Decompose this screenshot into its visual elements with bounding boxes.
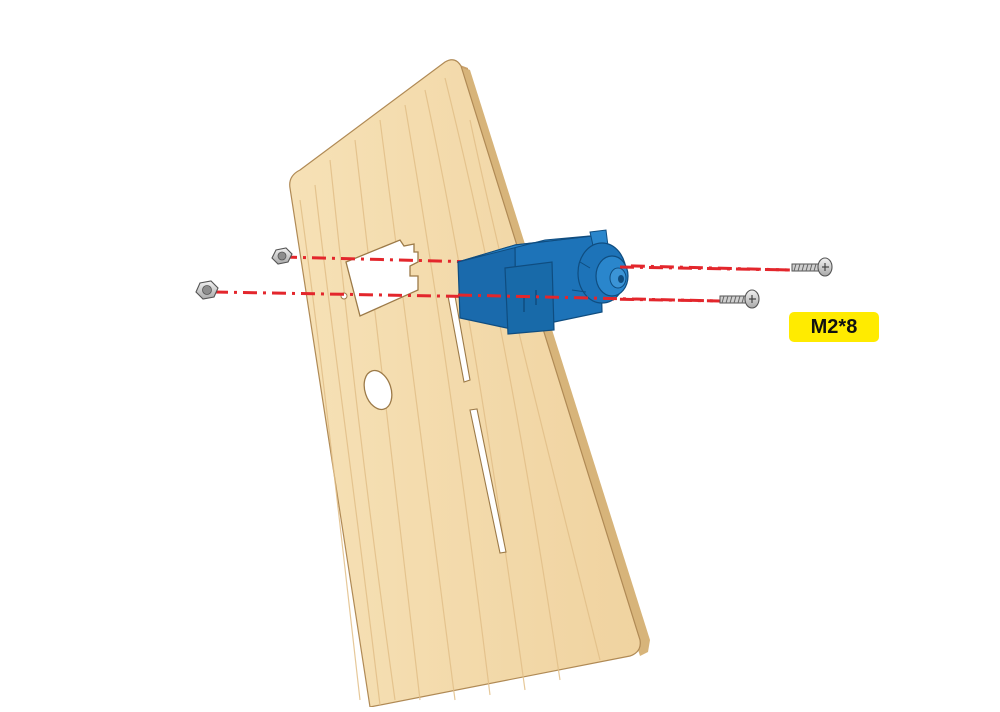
screw-size-text: M2*8 xyxy=(810,315,858,338)
wooden-panel xyxy=(289,59,650,708)
wood-grain xyxy=(299,77,601,706)
screw-lower xyxy=(719,289,760,309)
round-hole xyxy=(363,369,393,411)
hex-nut-upper xyxy=(271,247,293,265)
screw-size-label: M2*8 xyxy=(789,312,879,342)
slot-lower xyxy=(469,408,507,554)
hex-nut-lower xyxy=(195,280,219,300)
screw-upper xyxy=(791,257,833,277)
